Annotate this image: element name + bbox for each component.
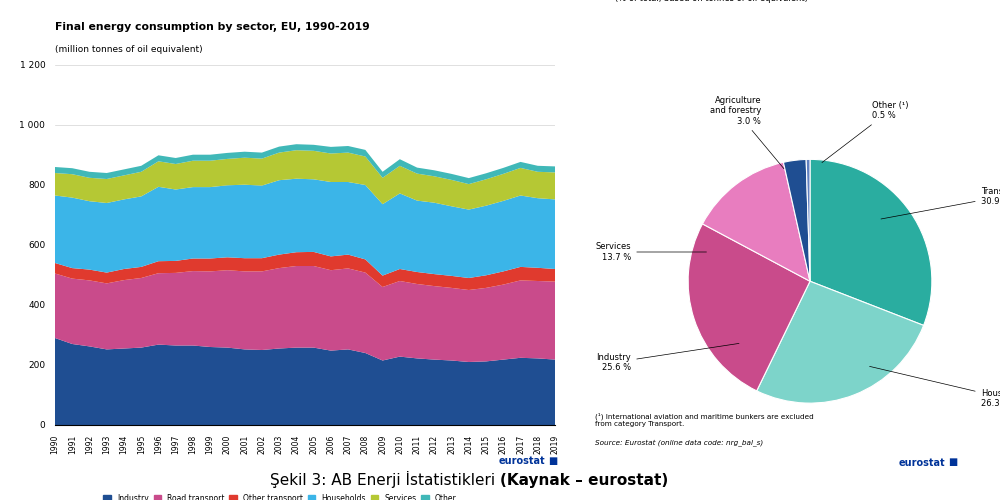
- Text: Industry
25.6 %: Industry 25.6 %: [596, 344, 739, 372]
- Wedge shape: [757, 281, 924, 403]
- Wedge shape: [806, 160, 810, 281]
- Text: Şekil 3: AB Enerji İstatistikleri: Şekil 3: AB Enerji İstatistikleri: [270, 470, 500, 488]
- Text: Agriculture
and forestry
3.0 %: Agriculture and forestry 3.0 %: [710, 96, 784, 168]
- Legend: Industry, Road transport, Other transport, Households, Services, Other: Industry, Road transport, Other transpor…: [103, 494, 457, 500]
- Text: Services
13.7 %: Services 13.7 %: [596, 242, 706, 262]
- Text: (¹) International aviation and maritime bunkers are excluded
from category Trans: (¹) International aviation and maritime …: [595, 412, 814, 427]
- Text: Households
26.3 %: Households 26.3 %: [870, 366, 1000, 408]
- Text: (% of total, based on tonnes of oil equivalent): (% of total, based on tonnes of oil equi…: [615, 0, 808, 3]
- Text: Source: Eurostat (online data code: nrg_bal_s): Source: Eurostat (online data code: nrg_…: [595, 439, 763, 446]
- Wedge shape: [810, 160, 932, 326]
- Text: Transport
30.9 %: Transport 30.9 %: [881, 187, 1000, 219]
- Text: eurostat: eurostat: [498, 456, 545, 466]
- Text: eurostat: eurostat: [898, 458, 945, 468]
- Text: (Kaynak – eurostat): (Kaynak – eurostat): [500, 472, 668, 488]
- Wedge shape: [702, 162, 810, 281]
- Wedge shape: [688, 224, 810, 391]
- Wedge shape: [783, 160, 810, 281]
- Text: ■: ■: [948, 458, 957, 468]
- Text: ■: ■: [548, 456, 557, 466]
- Text: (million tonnes of oil equivalent): (million tonnes of oil equivalent): [55, 45, 203, 54]
- Text: Other (¹)
0.5 %: Other (¹) 0.5 %: [822, 101, 908, 162]
- Text: Final energy consumption by sector, EU, 1990-2019: Final energy consumption by sector, EU, …: [55, 22, 370, 32]
